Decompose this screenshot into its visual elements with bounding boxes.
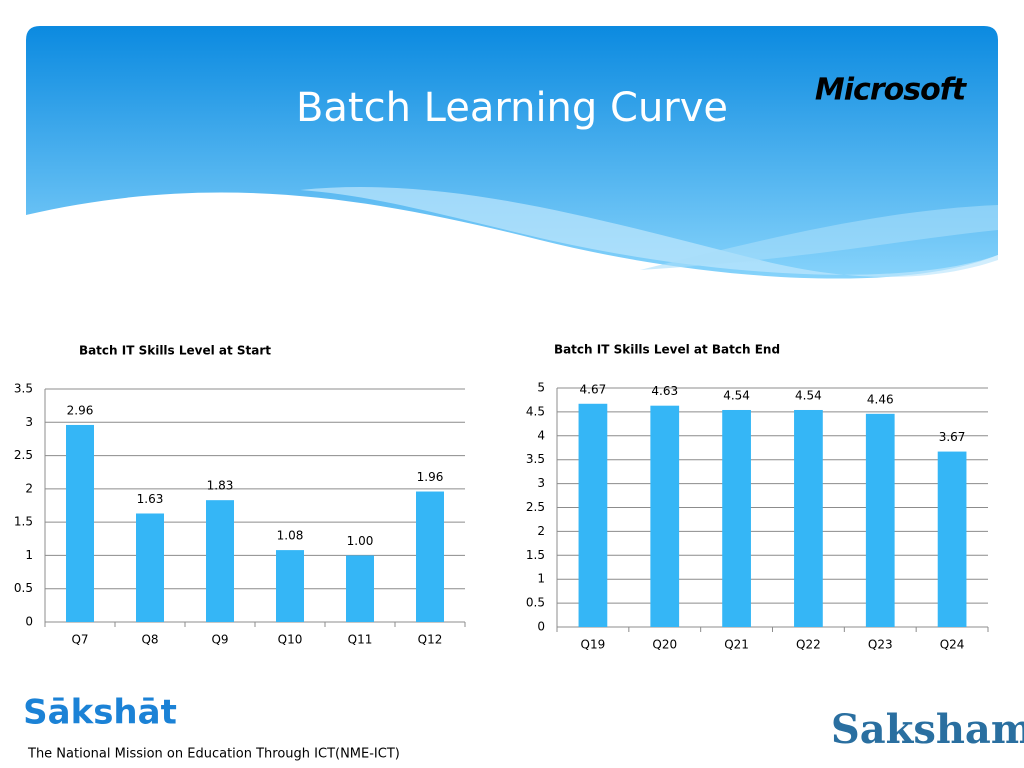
value-label: 1.63 [137, 492, 164, 506]
y-tick-label: 2 [537, 524, 545, 538]
y-tick-label: 1.5 [14, 515, 33, 529]
value-label: 1.83 [207, 479, 234, 493]
value-label: 4.63 [651, 384, 678, 398]
y-tick-label: 2 [25, 481, 33, 495]
x-tick-label: Q23 [868, 638, 893, 652]
value-label: 4.54 [723, 388, 750, 402]
value-label: 1.96 [417, 470, 444, 484]
y-tick-label: 1.5 [526, 548, 545, 562]
y-tick-label: 1 [25, 548, 33, 562]
value-label: 4.46 [867, 392, 894, 406]
x-tick-label: Q10 [278, 633, 303, 647]
footer: The National Mission on Education Throug… [27, 747, 400, 762]
x-tick-label: Q9 [211, 633, 228, 647]
bar [66, 424, 94, 622]
bar [794, 409, 823, 627]
x-tick-label: Q20 [652, 638, 677, 652]
chart-title: Batch IT Skills Level at Batch End [554, 343, 780, 357]
x-tick-label: Q21 [724, 638, 749, 652]
header-wave [300, 187, 998, 277]
y-tick-label: 3.5 [526, 452, 545, 466]
bar [865, 413, 895, 627]
x-tick-label: Q11 [348, 633, 373, 647]
slide-title: Batch Learning Curve [296, 85, 728, 131]
x-tick-label: Q12 [418, 633, 443, 647]
logo-right: Saksham [831, 706, 1024, 753]
value-label: 4.67 [580, 382, 607, 396]
y-tick-label: 4 [537, 428, 545, 442]
bar [416, 491, 444, 622]
bar [937, 451, 967, 627]
x-tick-label: Q22 [796, 638, 821, 652]
y-tick-label: 4.5 [526, 404, 545, 418]
value-label: 3.67 [939, 430, 966, 444]
bar [346, 555, 374, 622]
y-tick-label: 0 [25, 615, 33, 629]
y-tick-label: 0 [537, 620, 545, 634]
bar [206, 500, 234, 622]
bar [722, 409, 751, 627]
x-tick-label: Q8 [141, 633, 158, 647]
value-label: 4.54 [795, 388, 822, 402]
brand-logo: Microsoft [815, 73, 968, 108]
y-tick-label: 3 [537, 476, 545, 490]
bar [136, 513, 164, 622]
header-band [26, 26, 998, 279]
y-tick-label: 3.5 [14, 382, 33, 396]
y-tick-label: 0.5 [14, 581, 33, 595]
x-tick-label: Q19 [581, 638, 606, 652]
header-wave [640, 205, 998, 270]
y-tick-label: 0.5 [526, 596, 545, 610]
y-tick-label: 2.5 [526, 500, 545, 514]
y-tick-label: 2.5 [14, 448, 33, 462]
logo-left: Sākshāt [23, 693, 177, 733]
x-tick-label: Q24 [940, 638, 965, 652]
chart-title: Batch IT Skills Level at Start [79, 344, 271, 358]
y-tick-label: 5 [537, 381, 545, 395]
value-label: 1.00 [347, 534, 374, 548]
value-label: 2.96 [67, 403, 94, 417]
bar [650, 405, 680, 627]
bar [578, 403, 608, 627]
y-tick-label: 1 [537, 572, 545, 586]
bar [276, 550, 304, 622]
x-tick-label: Q7 [71, 633, 88, 647]
value-label: 1.08 [277, 529, 304, 543]
y-tick-label: 3 [25, 415, 33, 429]
